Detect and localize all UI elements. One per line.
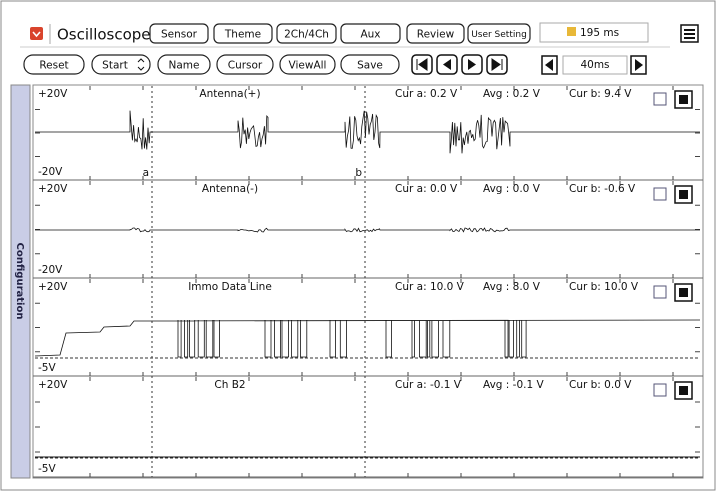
channel-panel: +20V -5V Immo Data Line Cur a: 10.0 V Avg : … [33, 279, 703, 377]
channel-name: Immo Data Line [188, 281, 272, 293]
range-bottom: -20V [38, 166, 63, 178]
button-frame [406, 23, 465, 44]
menu-button[interactable] [680, 24, 699, 43]
channel-checkbox[interactable] [653, 285, 667, 299]
button-frame [213, 23, 273, 44]
button-label: User Setting [471, 30, 527, 40]
button-frame [340, 54, 400, 75]
button-label: ViewAll [289, 60, 327, 72]
cursor-b-value: Cur b: 10.0 V [569, 281, 639, 293]
channel-checkbox[interactable] [653, 187, 667, 201]
channel-panel: +20V -20V Antenna(+) Cur a: 0.2 V Avg : 0.2 … [33, 86, 703, 181]
button-frame [340, 23, 401, 44]
button[interactable]: Save [340, 54, 400, 75]
last-button[interactable] [486, 54, 508, 75]
button-label: Reset [39, 60, 68, 72]
button-label: Name [169, 60, 200, 72]
button[interactable]: User Setting [467, 23, 531, 44]
cursor-a-value: Cur a: 0.0 V [395, 183, 458, 195]
channel-toggle-fill [679, 190, 688, 199]
button-label: 2Ch/4Ch [284, 29, 329, 41]
cursor-label: a [143, 167, 149, 179]
button-frame [467, 23, 531, 44]
cursor-b-value: Cur b: 0.0 V [569, 379, 632, 391]
app-icon [30, 27, 43, 40]
timer: 195 ms [539, 22, 649, 43]
channel-toggle-fill [679, 386, 688, 395]
cursor-label: b [355, 167, 362, 179]
button-label: Aux [360, 29, 380, 41]
button[interactable]: Review [406, 23, 465, 44]
channel-checkbox[interactable] [653, 92, 667, 106]
channel-checkbox[interactable] [653, 383, 667, 397]
channel-name: Antenna(-) [202, 183, 258, 195]
button-frame [23, 54, 85, 75]
button-label: Cursor [228, 60, 263, 72]
button-frame [91, 54, 151, 75]
cursor-b-value: Cur b: 9.4 V [569, 88, 632, 100]
channel-toggle-fill [679, 288, 688, 297]
button[interactable]: Sensor [149, 23, 209, 44]
channel-name: Ch B2 [214, 379, 245, 391]
button[interactable]: Name [157, 54, 211, 75]
button-label: Save [357, 60, 383, 72]
button[interactable]: ViewAll [279, 54, 336, 75]
button-frame [157, 54, 211, 75]
channel-panel: +20V -20V Antenna(-) Cur a: 0.0 V Avg : 0.0 … [33, 181, 703, 279]
spinner [137, 58, 145, 71]
average-value: Avg : 8.0 V [483, 281, 541, 293]
next-button[interactable] [461, 54, 483, 75]
cursor-a-value: Cur a: 10.0 V [395, 281, 465, 293]
button[interactable]: Start [91, 54, 151, 75]
button[interactable]: Reset [23, 54, 85, 75]
button[interactable]: Cursor [216, 54, 274, 75]
app-title: Oscilloscope [57, 26, 151, 44]
side-panel[interactable]: Configuration [10, 84, 31, 479]
cursor-a-value: Cur a: -0.1 V [395, 379, 462, 391]
range-bottom: -5V [38, 362, 56, 374]
button-label: Start [102, 60, 128, 72]
range-bottom: -5V [38, 463, 56, 475]
button-label: Theme [224, 29, 261, 41]
timebase-up[interactable] [630, 55, 647, 75]
timebase-down[interactable] [541, 55, 558, 75]
button-frame [279, 54, 336, 75]
button-frame [149, 23, 209, 44]
range-top: +20V [38, 88, 68, 100]
button-label: Sensor [161, 29, 198, 41]
button[interactable]: 2Ch/4Ch [276, 23, 337, 44]
side-panel-label: Configuration [14, 243, 25, 320]
first-button[interactable] [411, 54, 433, 75]
cursor-b-value: Cur b: -0.6 V [569, 183, 636, 195]
cursor-a-value: Cur a: 0.2 V [395, 88, 458, 100]
channel-toggle-fill [679, 95, 688, 104]
button[interactable]: Aux [340, 23, 401, 44]
range-top: +20V [38, 281, 68, 293]
button-label: Review [417, 29, 455, 41]
range-top: +20V [38, 379, 68, 391]
media-controls: 40ms [411, 54, 647, 75]
range-top: +20V [38, 183, 68, 195]
channel-name: Antenna(+) [199, 88, 260, 100]
button-frame [216, 54, 274, 75]
signal [34, 319, 701, 358]
timebase: 40ms [580, 59, 609, 71]
average-value: Avg : 0.2 V [483, 88, 541, 100]
timer-text: 195 ms [580, 27, 619, 39]
signal [35, 110, 700, 154]
channel-panel: +20V -5V Ch B2 Cur a: -0.1 V Avg : -0.1 V Cur… [33, 377, 703, 478]
signal [35, 227, 700, 233]
range-bottom: -20V [38, 264, 63, 276]
button[interactable]: Theme [213, 23, 273, 44]
prev-button[interactable] [436, 54, 458, 75]
button-frame [276, 23, 337, 44]
average-value: Avg : 0.0 V [483, 183, 541, 195]
average-value: Avg : -0.1 V [483, 379, 544, 391]
